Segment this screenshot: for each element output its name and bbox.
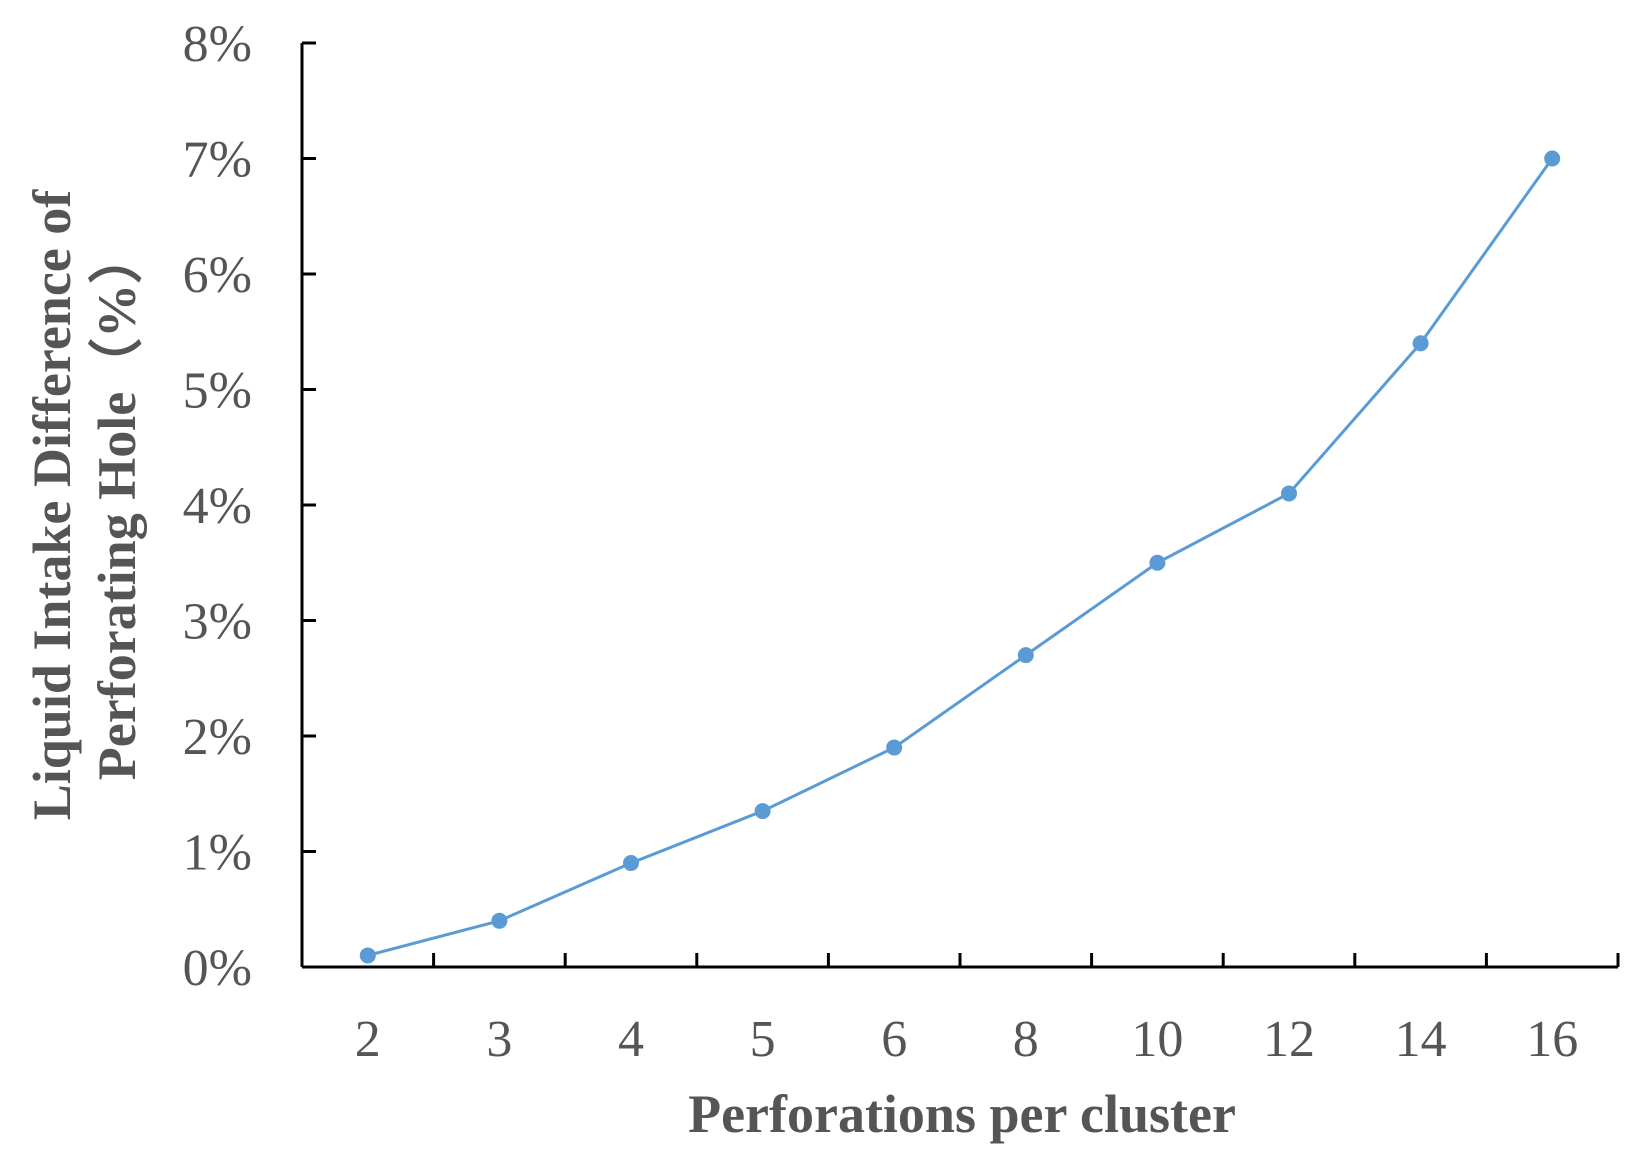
y-ticks: 0% 1% 2% 3% 4% 5% 6% 7% 8% — [183, 16, 316, 997]
x-tick-label: 2 — [355, 1011, 381, 1068]
data-point — [623, 855, 639, 872]
series — [359, 150, 1561, 964]
x-tick-label: 6 — [881, 1011, 907, 1068]
series-line — [367, 157, 1554, 957]
data-point — [754, 803, 771, 820]
data-point — [1281, 485, 1297, 502]
x-tick-label: 4 — [618, 1011, 644, 1068]
data-point — [1544, 150, 1561, 167]
data-point — [1412, 335, 1429, 352]
data-point — [359, 947, 376, 964]
y-tick-label: 6% — [183, 247, 252, 304]
data-point — [491, 912, 508, 929]
y-tick-label: 8% — [183, 16, 252, 73]
x-tick-label: 8 — [1013, 1011, 1039, 1068]
y-axis-title-line-1: Liquid Intake Difference of — [22, 189, 82, 821]
data-point — [1017, 647, 1034, 664]
x-tick-label: 5 — [750, 1011, 776, 1068]
x-tick-label: 16 — [1526, 1011, 1578, 1068]
y-axis-title-line-2: Perforating Hole（%） — [87, 230, 147, 780]
x-tick-label: 10 — [1131, 1011, 1183, 1068]
y-tick-label: 4% — [183, 478, 252, 535]
y-axis-title: Liquid Intake Difference of Perforating … — [22, 189, 147, 821]
x-tick-label: 3 — [486, 1011, 512, 1068]
y-tick-label: 3% — [183, 594, 252, 651]
y-tick-label: 2% — [183, 709, 252, 766]
x-tick-label: 12 — [1263, 1011, 1315, 1068]
y-tick-label: 5% — [183, 363, 252, 420]
x-tick-label: 14 — [1395, 1011, 1447, 1068]
axes — [300, 43, 1618, 969]
x-ticks: 2 3 4 5 6 8 10 12 14 16 — [355, 953, 1620, 1068]
data-point — [1149, 554, 1166, 571]
y-tick-label: 1% — [183, 825, 252, 882]
y-tick-label: 0% — [183, 940, 252, 997]
data-point — [886, 739, 903, 756]
x-axis-title: Perforations per cluster — [688, 1084, 1236, 1144]
y-tick-label: 7% — [183, 132, 252, 189]
